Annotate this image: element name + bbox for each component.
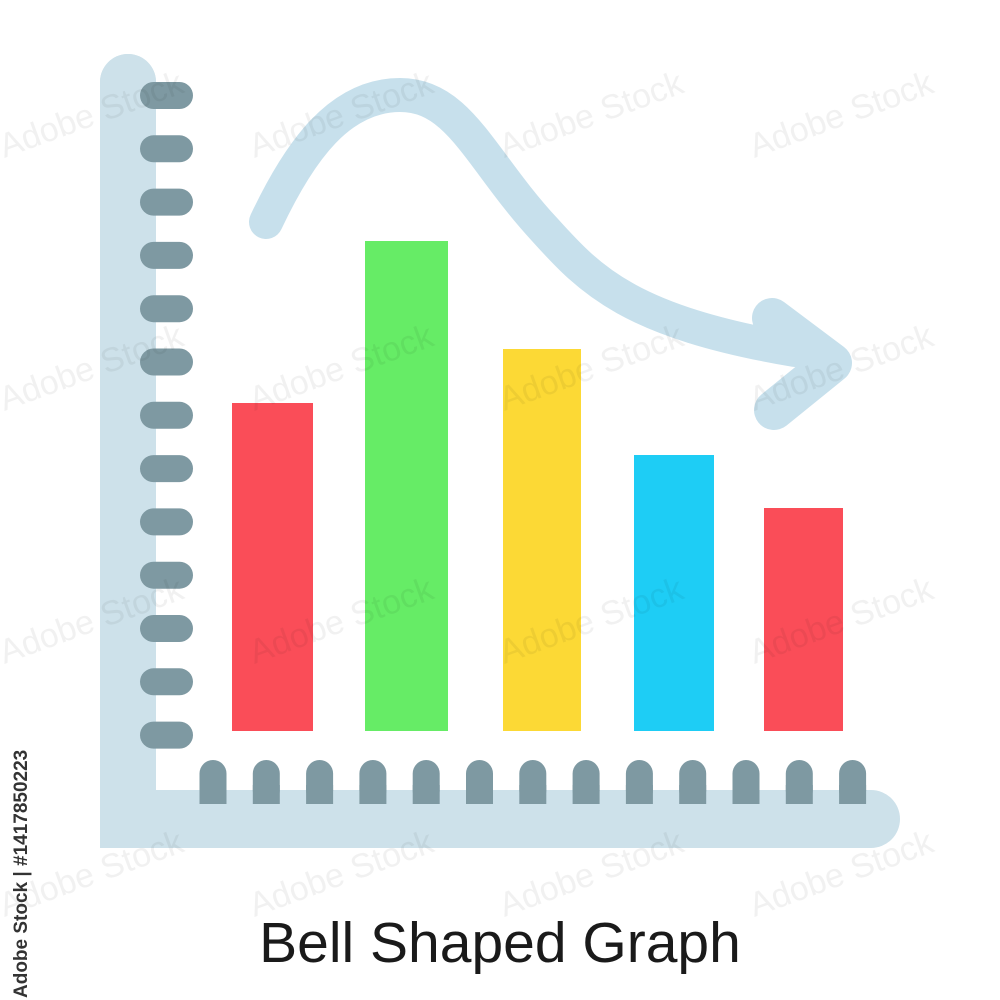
svg-text:Adobe Stock | #1417850223: Adobe Stock | #1417850223: [11, 750, 32, 998]
